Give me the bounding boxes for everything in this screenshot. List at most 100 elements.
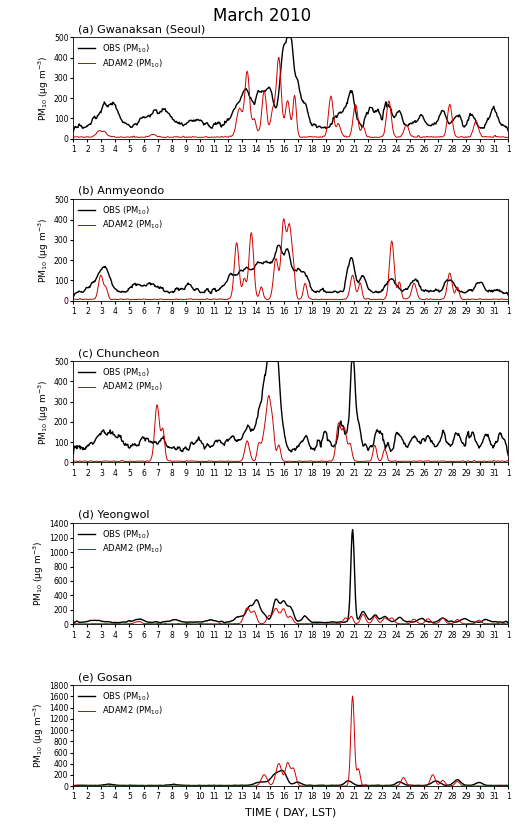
OBS (PM$_{10}$) xyxy=(505,451,511,461)
ADAM2 (PM$_{10}$) xyxy=(256,779,262,789)
ADAM2 (PM$_{10}$) xyxy=(272,770,278,780)
ADAM2 (PM$_{10}$) xyxy=(72,456,78,466)
OBS (PM$_{10}$) xyxy=(131,439,137,449)
OBS (PM$_{10}$) xyxy=(273,356,279,366)
OBS (PM$_{10}$) xyxy=(256,404,262,414)
OBS (PM$_{10}$) xyxy=(383,612,389,622)
Legend: OBS (PM$_{10}$), ADAM2 (PM$_{10}$): OBS (PM$_{10}$), ADAM2 (PM$_{10}$) xyxy=(76,202,165,234)
ADAM2 (PM$_{10}$) xyxy=(276,52,282,62)
OBS (PM$_{10}$) xyxy=(131,616,137,626)
Text: (a) Gwanaksan (Seoul): (a) Gwanaksan (Seoul) xyxy=(78,24,205,34)
ADAM2 (PM$_{10}$) xyxy=(394,456,400,466)
OBS (PM$_{10}$) xyxy=(272,249,278,259)
ADAM2 (PM$_{10}$) xyxy=(272,90,278,100)
OBS (PM$_{10}$) xyxy=(383,441,389,451)
OBS (PM$_{10}$) xyxy=(256,599,262,609)
Y-axis label: PM$_{10}$ (μg m$^{-3}$): PM$_{10}$ (μg m$^{-3}$) xyxy=(32,703,46,768)
OBS (PM$_{10}$) xyxy=(70,126,77,136)
ADAM2 (PM$_{10}$) xyxy=(131,131,137,141)
OBS (PM$_{10}$) xyxy=(394,428,400,438)
Line: ADAM2 (PM$_{10}$): ADAM2 (PM$_{10}$) xyxy=(73,608,508,624)
Y-axis label: PM$_{10}$ (μg m$^{-3}$): PM$_{10}$ (μg m$^{-3}$) xyxy=(37,56,51,121)
OBS (PM$_{10}$) xyxy=(383,780,389,790)
ADAM2 (PM$_{10}$) xyxy=(505,132,511,142)
ADAM2 (PM$_{10}$) xyxy=(383,781,389,791)
ADAM2 (PM$_{10}$) xyxy=(131,617,137,627)
OBS (PM$_{10}$) xyxy=(272,769,278,779)
ADAM2 (PM$_{10}$) xyxy=(70,457,77,467)
Text: (b) Anmyeondo: (b) Anmyeondo xyxy=(78,186,164,196)
Line: OBS (PM$_{10}$): OBS (PM$_{10}$) xyxy=(73,245,508,297)
ADAM2 (PM$_{10}$) xyxy=(273,445,279,455)
ADAM2 (PM$_{10}$) xyxy=(273,603,279,613)
OBS (PM$_{10}$) xyxy=(256,777,262,787)
OBS (PM$_{10}$) xyxy=(131,119,137,129)
Line: ADAM2 (PM$_{10}$): ADAM2 (PM$_{10}$) xyxy=(73,395,508,462)
Line: ADAM2 (PM$_{10}$): ADAM2 (PM$_{10}$) xyxy=(73,219,508,300)
ADAM2 (PM$_{10}$) xyxy=(72,132,78,142)
OBS (PM$_{10}$) xyxy=(256,87,262,97)
ADAM2 (PM$_{10}$) xyxy=(256,618,263,628)
OBS (PM$_{10}$) xyxy=(72,289,78,299)
OBS (PM$_{10}$) xyxy=(70,292,77,302)
ADAM2 (PM$_{10}$) xyxy=(394,618,400,628)
Text: (e) Gosan: (e) Gosan xyxy=(78,672,132,682)
ADAM2 (PM$_{10}$) xyxy=(266,390,272,400)
ADAM2 (PM$_{10}$) xyxy=(383,291,389,301)
OBS (PM$_{10}$) xyxy=(505,126,511,136)
OBS (PM$_{10}$) xyxy=(256,258,262,268)
Legend: OBS (PM$_{10}$), ADAM2 (PM$_{10}$): OBS (PM$_{10}$), ADAM2 (PM$_{10}$) xyxy=(76,40,165,72)
OBS (PM$_{10}$) xyxy=(350,525,356,535)
Legend: OBS (PM$_{10}$), ADAM2 (PM$_{10}$): OBS (PM$_{10}$), ADAM2 (PM$_{10}$) xyxy=(76,526,165,557)
ADAM2 (PM$_{10}$) xyxy=(131,781,137,791)
Line: ADAM2 (PM$_{10}$): ADAM2 (PM$_{10}$) xyxy=(73,696,508,786)
ADAM2 (PM$_{10}$) xyxy=(131,295,137,305)
ADAM2 (PM$_{10}$) xyxy=(505,781,511,791)
ADAM2 (PM$_{10}$) xyxy=(394,132,400,142)
ADAM2 (PM$_{10}$) xyxy=(70,295,77,305)
ADAM2 (PM$_{10}$) xyxy=(70,132,77,142)
ADAM2 (PM$_{10}$) xyxy=(505,456,511,466)
ADAM2 (PM$_{10}$) xyxy=(383,447,389,457)
X-axis label: TIME ( DAY, LST): TIME ( DAY, LST) xyxy=(245,807,336,817)
Y-axis label: PM$_{10}$ (μg m$^{-3}$): PM$_{10}$ (μg m$^{-3}$) xyxy=(37,379,51,444)
OBS (PM$_{10}$) xyxy=(131,780,137,790)
ADAM2 (PM$_{10}$) xyxy=(70,619,77,629)
OBS (PM$_{10}$) xyxy=(70,618,77,628)
ADAM2 (PM$_{10}$) xyxy=(383,613,389,623)
Text: March 2010: March 2010 xyxy=(213,7,311,25)
OBS (PM$_{10}$) xyxy=(131,279,137,289)
OBS (PM$_{10}$) xyxy=(383,280,389,290)
ADAM2 (PM$_{10}$) xyxy=(394,781,400,791)
ADAM2 (PM$_{10}$) xyxy=(70,781,77,791)
ADAM2 (PM$_{10}$) xyxy=(256,290,262,300)
ADAM2 (PM$_{10}$) xyxy=(256,438,262,448)
Line: OBS (PM$_{10}$): OBS (PM$_{10}$) xyxy=(73,37,508,131)
Line: OBS (PM$_{10}$): OBS (PM$_{10}$) xyxy=(73,361,508,456)
OBS (PM$_{10}$) xyxy=(284,32,290,42)
OBS (PM$_{10}$) xyxy=(505,618,511,628)
ADAM2 (PM$_{10}$) xyxy=(461,457,467,467)
Legend: OBS (PM$_{10}$), ADAM2 (PM$_{10}$): OBS (PM$_{10}$), ADAM2 (PM$_{10}$) xyxy=(76,687,165,720)
ADAM2 (PM$_{10}$) xyxy=(256,125,262,135)
ADAM2 (PM$_{10}$) xyxy=(505,619,511,629)
Legend: OBS (PM$_{10}$), ADAM2 (PM$_{10}$): OBS (PM$_{10}$), ADAM2 (PM$_{10}$) xyxy=(76,364,165,396)
Y-axis label: PM$_{10}$ (μg m$^{-3}$): PM$_{10}$ (μg m$^{-3}$) xyxy=(37,217,51,283)
OBS (PM$_{10}$) xyxy=(505,780,511,790)
Text: (d) Yeongwol: (d) Yeongwol xyxy=(78,510,149,520)
OBS (PM$_{10}$) xyxy=(72,617,78,627)
ADAM2 (PM$_{10}$) xyxy=(131,457,137,467)
OBS (PM$_{10}$) xyxy=(279,765,285,775)
ADAM2 (PM$_{10}$) xyxy=(72,781,78,791)
OBS (PM$_{10}$) xyxy=(72,780,78,790)
ADAM2 (PM$_{10}$) xyxy=(505,295,511,305)
ADAM2 (PM$_{10}$) xyxy=(244,603,250,613)
ADAM2 (PM$_{10}$) xyxy=(350,691,356,701)
ADAM2 (PM$_{10}$) xyxy=(72,295,78,305)
OBS (PM$_{10}$) xyxy=(383,97,389,106)
OBS (PM$_{10}$) xyxy=(394,280,400,290)
OBS (PM$_{10}$) xyxy=(70,780,77,790)
OBS (PM$_{10}$) xyxy=(265,356,271,366)
OBS (PM$_{10}$) xyxy=(505,290,511,300)
OBS (PM$_{10}$) xyxy=(72,443,78,453)
